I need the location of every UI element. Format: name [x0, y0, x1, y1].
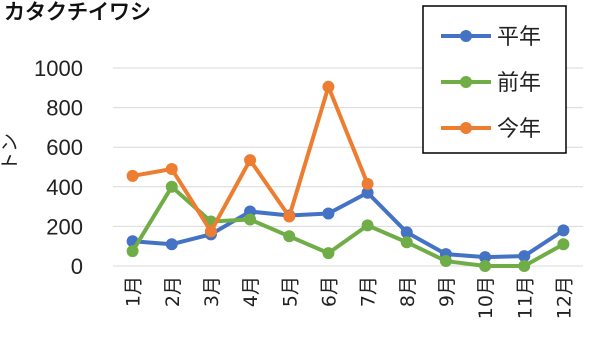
- x-tick-label: 4月: [240, 276, 262, 307]
- x-tick-label: 6月: [318, 276, 340, 307]
- data-point: [439, 255, 452, 268]
- data-point: [400, 226, 413, 239]
- legend-marker: [460, 30, 472, 42]
- x-axis-ticks: 1月 2月 3月 4月 5月 6月 7月 8月 9月 10月 11月 12月: [123, 276, 576, 319]
- data-point: [244, 213, 257, 226]
- legend-label: 今年: [497, 117, 541, 142]
- data-point: [322, 80, 335, 93]
- x-tick-label: 1月: [123, 276, 145, 307]
- data-point: [283, 230, 296, 243]
- data-point: [126, 169, 139, 182]
- series-line: [132, 190, 565, 260]
- legend-label: 平年: [497, 25, 541, 50]
- legend-marker: [460, 122, 472, 134]
- legend-box: [422, 5, 567, 154]
- data-point: [204, 225, 217, 238]
- data-point: [165, 162, 178, 175]
- x-tick-label: 11月: [514, 276, 536, 319]
- x-tick-label: 8月: [397, 276, 419, 307]
- y-tick-label: 800: [46, 96, 83, 121]
- x-tick-label: 5月: [279, 276, 301, 307]
- data-point: [518, 250, 531, 263]
- y-tick-label: 0: [71, 254, 83, 279]
- legend-marker: [460, 76, 472, 88]
- y-tick-label: 600: [46, 135, 83, 160]
- legend-label: 前年: [497, 71, 541, 96]
- data-point: [557, 238, 570, 251]
- series-lines: [126, 80, 570, 272]
- y-axis-label: トン: [0, 133, 21, 171]
- data-point: [557, 224, 570, 237]
- data-point: [518, 260, 531, 272]
- data-point: [479, 260, 492, 272]
- data-point: [165, 180, 178, 193]
- data-point: [479, 251, 492, 264]
- data-point: [361, 219, 374, 232]
- data-point: [244, 154, 257, 167]
- data-point: [165, 238, 178, 251]
- y-tick-label: 400: [46, 175, 83, 200]
- x-tick-label: 3月: [201, 276, 223, 307]
- data-point: [322, 207, 335, 220]
- x-tick-label: 9月: [436, 276, 458, 307]
- y-tick-label: 200: [46, 214, 83, 239]
- chart-title: カタクチイワシ: [4, 0, 151, 24]
- data-point: [400, 236, 413, 249]
- series-line: [130, 184, 565, 268]
- x-tick-label: 10月: [475, 276, 497, 319]
- y-tick-label: 1000: [34, 56, 83, 81]
- x-tick-label: 2月: [162, 276, 184, 307]
- data-point: [283, 210, 296, 223]
- data-point: [322, 247, 335, 260]
- data-point: [361, 177, 374, 190]
- data-point: [126, 245, 139, 258]
- data-point: [361, 186, 374, 199]
- x-tick-label: 7月: [358, 276, 380, 307]
- y-axis-ticks: 0 200 400 600 800 1000: [34, 56, 83, 279]
- x-tick-label: 12月: [553, 276, 575, 319]
